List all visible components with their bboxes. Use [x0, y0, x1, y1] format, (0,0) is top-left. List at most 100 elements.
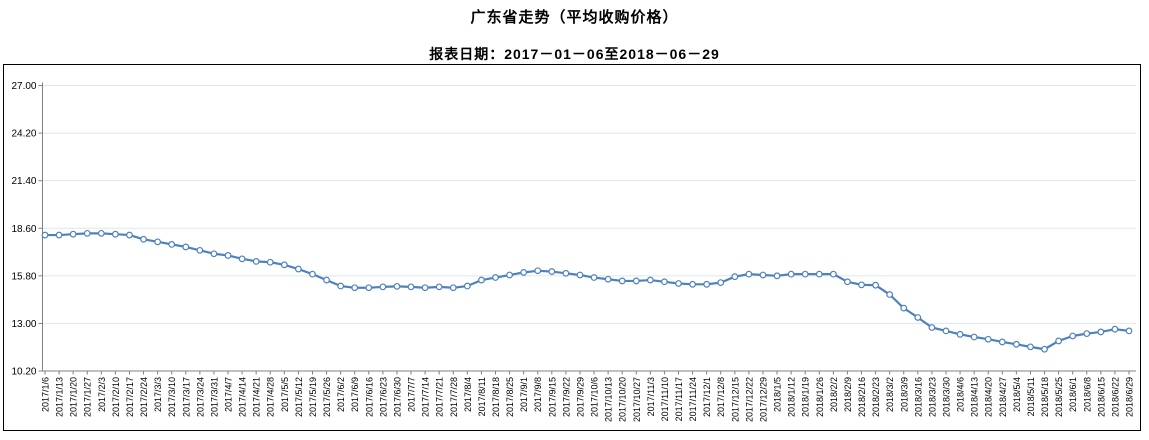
x-tick-label: 2017/9/8	[533, 377, 543, 412]
data-point-marker	[815, 270, 823, 278]
x-tick-label: 2017/12/1	[702, 377, 712, 417]
data-point-marker	[309, 270, 316, 278]
y-tick-label: 13.00	[11, 319, 36, 330]
data-point-marker	[449, 284, 457, 292]
data-point-marker	[463, 282, 471, 290]
data-point-marker	[844, 278, 851, 286]
x-tick-label: 2017/1/20	[69, 377, 79, 417]
data-point-marker	[998, 338, 1006, 346]
x-tick-label: 2017/3/17	[181, 377, 191, 417]
x-tick-label: 2017/3/10	[167, 377, 177, 417]
data-point-marker	[773, 272, 781, 280]
data-point-marker	[829, 270, 837, 278]
x-tick-label: 2017/6/2	[336, 377, 346, 412]
chart-title: 广东省走势（平均收购价格）	[470, 9, 679, 26]
data-point-marker	[576, 271, 584, 279]
data-point-marker	[435, 283, 443, 291]
x-tick-label: 2018/4/13	[970, 377, 980, 417]
data-point-marker	[1069, 332, 1077, 340]
x-tick-label: 2017/7/14	[421, 377, 431, 417]
data-point-marker	[83, 229, 91, 237]
data-point-marker	[1041, 345, 1048, 353]
series-line	[43, 232, 1131, 351]
x-tick-label: 2018/6/1	[1068, 377, 1078, 412]
data-point-marker	[759, 271, 767, 279]
x-tick-label: 2017/9/29	[575, 377, 585, 417]
data-point-marker	[168, 240, 176, 248]
data-point-marker	[872, 281, 879, 289]
data-point-marker	[590, 274, 598, 281]
x-tick-label: 2018/5/11	[1026, 377, 1036, 416]
x-tick-label: 2018/6/29	[1125, 377, 1135, 417]
x-tick-label: 2017/1/6	[41, 377, 51, 412]
y-tick-label: 18.60	[11, 224, 36, 235]
x-tick-label: 2018/4/6	[956, 377, 966, 412]
data-point-marker	[393, 282, 401, 290]
x-tick-label: 2017/8/18	[491, 377, 501, 417]
data-point-marker	[562, 269, 570, 277]
chart-subtitle: 报表日期：2017－01－06至2018－06－29	[429, 46, 720, 62]
data-point-marker	[506, 271, 513, 279]
y-tick-label: 15.80	[11, 271, 36, 282]
x-tick-label: 2018/4/20	[984, 377, 994, 417]
data-point-marker	[238, 255, 246, 263]
data-point-marker	[154, 238, 162, 246]
x-tick-label: 2017/11/24	[688, 377, 698, 421]
x-tick-label: 2017/6/9	[350, 377, 360, 412]
x-tick-label: 2017/6/23	[378, 377, 388, 417]
x-tick-label: 2017/9/15	[547, 377, 557, 417]
data-point-marker	[478, 276, 485, 284]
x-tick-label: 2018/6/15	[1096, 377, 1106, 417]
x-tick-label: 2018/2/9	[843, 377, 853, 412]
x-tick-label: 2017/10/20	[618, 377, 628, 422]
data-point-marker	[379, 283, 387, 291]
x-tick-label: 2017/11/3	[646, 377, 656, 416]
y-tick-label: 24.20	[11, 129, 36, 140]
data-point-marker	[1012, 340, 1020, 348]
data-point-marker	[351, 284, 359, 292]
data-point-marker	[1055, 337, 1063, 345]
data-point-marker	[295, 265, 302, 273]
data-point-marker	[41, 231, 49, 239]
data-point-marker	[126, 231, 133, 239]
data-point-marker	[900, 304, 908, 312]
data-point-marker	[534, 267, 542, 275]
data-point-marker	[182, 243, 190, 251]
x-tick-label: 2017/10/27	[632, 377, 642, 422]
x-tick-label: 2017/2/3	[97, 377, 107, 412]
data-point-marker	[731, 273, 739, 281]
data-point-marker	[548, 268, 556, 275]
x-tick-label: 2017/4/21	[252, 377, 262, 417]
data-point-marker	[337, 282, 345, 290]
x-tick-label: 2017/3/31	[209, 377, 219, 417]
x-tick-label: 2017/4/14	[238, 377, 248, 417]
x-tick-label: 2017/12/22	[744, 377, 754, 422]
chart-border	[3, 64, 1141, 431]
x-tick-label: 2018/6/22	[1110, 377, 1120, 417]
x-tick-label: 2017/10/13	[604, 377, 614, 422]
x-tick-label: 2017/3/3	[153, 377, 163, 412]
x-tick-label: 2017/7/7	[407, 377, 417, 412]
data-point-marker	[280, 261, 288, 269]
data-point-marker	[618, 277, 626, 285]
x-tick-label: 2018/1/26	[815, 377, 825, 417]
y-tick-label: 27.00	[11, 81, 36, 92]
x-tick-label: 2017/6/16	[364, 377, 374, 417]
data-point-marker	[604, 275, 612, 283]
data-point-marker	[323, 276, 330, 284]
y-tick-label: 10.20	[11, 367, 36, 378]
data-point-marker	[689, 280, 696, 288]
x-tick-label: 2018/3/9	[899, 377, 909, 412]
data-point-marker	[210, 250, 218, 258]
x-tick-label: 2017/7/21	[435, 377, 445, 417]
data-point-marker	[745, 270, 753, 278]
x-tick-label: 2017/2/24	[139, 377, 149, 417]
data-point-marker	[858, 281, 865, 289]
data-point-marker	[970, 333, 978, 341]
x-tick-label: 2017/9/1	[519, 377, 529, 412]
x-tick-label: 2018/1/19	[801, 377, 811, 417]
data-point-marker	[1111, 325, 1119, 333]
data-point-marker	[717, 279, 725, 287]
x-tick-label: 2017/10/6	[590, 377, 600, 417]
